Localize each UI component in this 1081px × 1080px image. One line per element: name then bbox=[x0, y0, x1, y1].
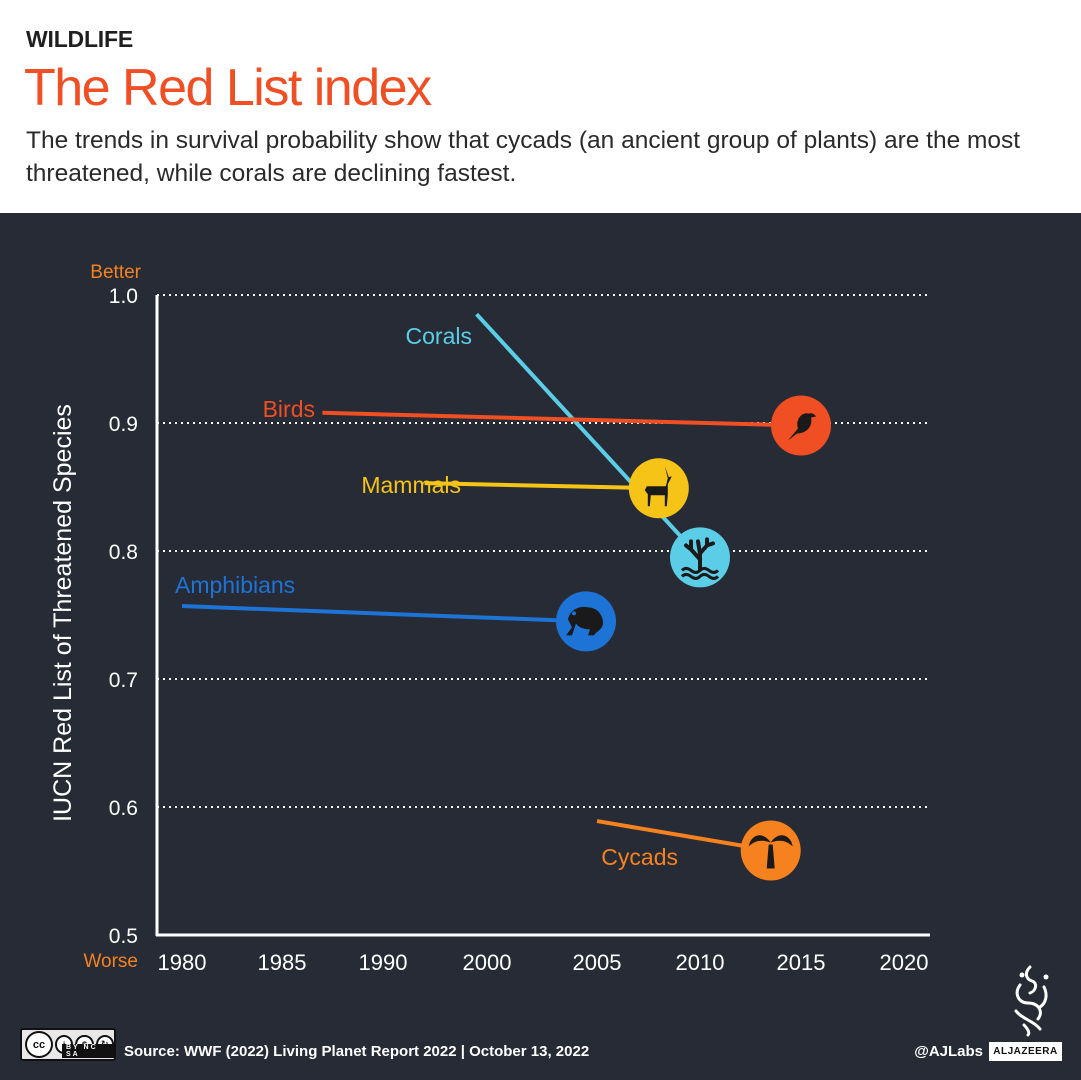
subtitle: The trends in survival probability show … bbox=[26, 127, 1021, 187]
x-tick-label: 2020 bbox=[880, 950, 929, 975]
series-label-corals: Corals bbox=[406, 323, 472, 349]
x-tick-label: 1990 bbox=[359, 950, 408, 975]
series-line-mammals bbox=[424, 481, 659, 491]
chart-panel: 0.5 0.6 0.7 0.8 0.9 1.0 Better Worse 1980 1985 199… bbox=[0, 213, 1081, 1080]
series-line-birds bbox=[322, 410, 802, 428]
coral-waves bbox=[680, 566, 720, 580]
x-tick-label: 1985 bbox=[258, 950, 307, 975]
y-top-label: Better bbox=[90, 262, 141, 283]
y-tick-label: 0.7 bbox=[109, 669, 138, 692]
bird-shape bbox=[788, 413, 816, 441]
source-note: Source: WWF (2022) Living Planet Report … bbox=[124, 1043, 590, 1060]
coral-icon bbox=[680, 537, 720, 580]
page-title: The Red List index bbox=[24, 59, 432, 117]
palm-leaves bbox=[748, 835, 793, 847]
y-axis-title: IUCN Red List of Threatened Species bbox=[49, 404, 77, 822]
x-tick-label: 2000 bbox=[463, 950, 512, 975]
frog-eye bbox=[572, 611, 576, 616]
aljazeera-logo-icon bbox=[1014, 965, 1049, 1037]
kicker: WILDLIFE bbox=[26, 26, 133, 52]
x-tick-label: 1980 bbox=[158, 950, 207, 975]
coral-shape bbox=[684, 537, 715, 572]
license-terms: BY NC SA bbox=[62, 1044, 114, 1058]
y-tick-label: 0.8 bbox=[109, 541, 138, 564]
creative-commons-badge[interactable]: cc i $ ↻ BY NC SA bbox=[20, 1028, 116, 1061]
ajlabs-handle[interactable]: @AJLabs bbox=[914, 1043, 983, 1060]
series-birds: Birds bbox=[263, 395, 831, 456]
antelope-shape bbox=[644, 466, 672, 507]
bird-icon bbox=[788, 413, 816, 441]
y-tick-label: 0.6 bbox=[109, 797, 138, 820]
y-bottom-label: Worse bbox=[83, 951, 138, 972]
x-tick-label: 2015 bbox=[777, 950, 826, 975]
series-mammals: Mammals bbox=[361, 458, 689, 519]
series-amphibians: Amphibians bbox=[175, 572, 616, 652]
y-tick-label: 0.5 bbox=[109, 925, 138, 948]
y-tick-label: 1.0 bbox=[109, 285, 138, 308]
aljazeera-badge[interactable]: ALJAZEERA bbox=[989, 1042, 1062, 1061]
series-cycads: Cycads bbox=[596, 819, 801, 881]
series-line-corals bbox=[475, 312, 702, 559]
frog-icon bbox=[566, 606, 604, 636]
antelope-icon bbox=[644, 466, 672, 507]
cc-icon: cc bbox=[25, 1031, 53, 1058]
palm-icon bbox=[748, 835, 793, 869]
series-corals: Corals bbox=[406, 312, 730, 588]
footer: cc i $ ↻ BY NC SA Source: WWF (2022) Liv… bbox=[0, 1020, 1081, 1080]
x-tick-label: 2005 bbox=[573, 950, 622, 975]
series-label-amphibians: Amphibians bbox=[175, 572, 295, 598]
series-label-mammals: Mammals bbox=[361, 472, 461, 498]
x-tick-label: 2010 bbox=[676, 950, 725, 975]
series-label-cycads: Cycads bbox=[601, 844, 678, 870]
series-line-amphibians bbox=[181, 604, 587, 624]
y-tick-label: 0.9 bbox=[109, 413, 138, 436]
series-label-birds: Birds bbox=[263, 396, 315, 422]
palm-trunk bbox=[766, 844, 775, 869]
